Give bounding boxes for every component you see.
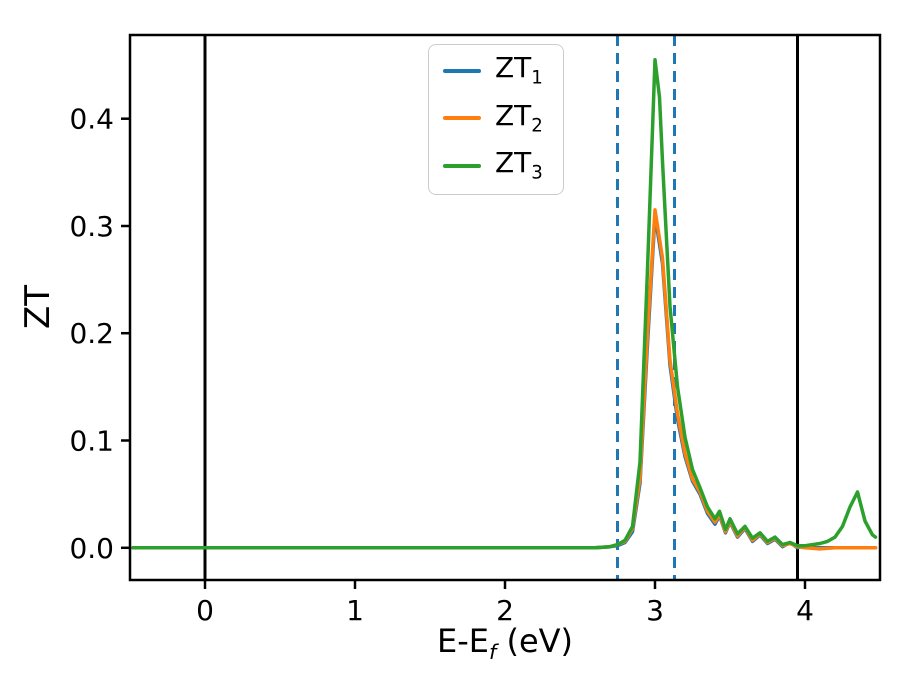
legend-item-zt3: ZT3 bbox=[443, 146, 543, 184]
x-tick-label: 2 bbox=[496, 594, 514, 627]
y-tick-label: 0.3 bbox=[69, 210, 114, 243]
legend-label-zt1: ZT1 bbox=[495, 51, 543, 89]
legend: ZT1 ZT2 ZT3 bbox=[428, 44, 564, 195]
x-tick-label: 0 bbox=[196, 594, 214, 627]
legend-line-swatch-zt1 bbox=[443, 68, 481, 73]
legend-line-swatch-zt3 bbox=[443, 164, 481, 169]
legend-line-swatch-zt2 bbox=[443, 116, 481, 121]
legend-label-zt2: ZT2 bbox=[495, 98, 543, 137]
legend-item-zt1: ZT1 bbox=[443, 51, 543, 89]
y-tick-label: 0.4 bbox=[69, 103, 114, 136]
y-axis-label: ZT bbox=[18, 284, 58, 330]
x-tick-label: 1 bbox=[346, 594, 364, 627]
series-line-zt1 bbox=[131, 213, 878, 550]
legend-label-zt3: ZT3 bbox=[495, 146, 543, 184]
x-tick-label: 3 bbox=[646, 594, 664, 627]
x-axis-label-main: E-E bbox=[436, 621, 489, 660]
x-axis-label-unit: (eV) bbox=[496, 621, 574, 660]
x-axis-label: E-Ef (eV) bbox=[437, 622, 573, 664]
y-tick-label: 0.1 bbox=[69, 425, 114, 458]
series-line-zt3 bbox=[131, 57, 878, 550]
y-tick-label: 0.0 bbox=[69, 532, 114, 565]
legend-item-zt2: ZT2 bbox=[443, 98, 543, 137]
series-line-zt2 bbox=[131, 208, 878, 551]
y-tick-label: 0.2 bbox=[69, 317, 114, 350]
x-tick-label: 4 bbox=[796, 594, 814, 627]
x-axis-label-subscript: f bbox=[488, 640, 497, 665]
